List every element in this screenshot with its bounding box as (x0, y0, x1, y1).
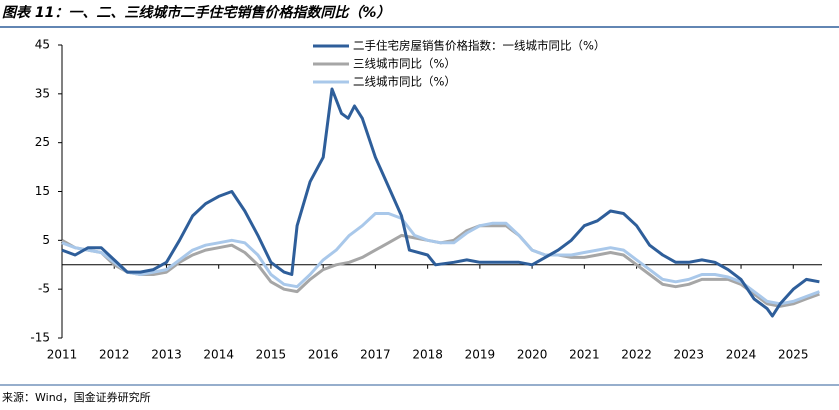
legend-label: 三线城市同比（%） (353, 57, 456, 71)
x-tick-label: 2025 (778, 348, 809, 362)
y-tick-label: 45 (35, 38, 50, 52)
x-tick-label: 2024 (726, 348, 757, 362)
legend-label: 二线城市同比（%） (353, 75, 456, 89)
series-line (61, 224, 820, 308)
x-tick-label: 2013 (151, 348, 182, 362)
x-tick-label: 2012 (99, 348, 130, 362)
source-note: 来源：Wind，国金证券研究所 (2, 390, 151, 404)
y-tick-label: 25 (35, 135, 50, 149)
x-tick-label: 2022 (621, 348, 652, 362)
x-tick-label: 2021 (569, 348, 600, 362)
y-tick-label: 5 (42, 233, 50, 247)
x-tick-label: 2019 (465, 348, 496, 362)
chart-title: 图表 11：一、二、三线城市二手住宅销售价格指数同比（%） (2, 4, 390, 21)
x-tick-label: 2015 (256, 348, 287, 362)
y-tick-label: 15 (35, 184, 50, 198)
x-tick-label: 2014 (203, 348, 234, 362)
x-tick-label: 2023 (674, 348, 705, 362)
x-tick-label: 2018 (412, 348, 443, 362)
x-tick-label: 2016 (308, 348, 339, 362)
x-tick-label: 2011 (47, 348, 78, 362)
x-tick-label: 2020 (517, 348, 548, 362)
series-line (61, 87, 820, 318)
legend-label: 二手住宅房屋销售价格指数：一线城市同比（%） (353, 39, 605, 53)
series-line (61, 212, 820, 306)
y-tick-label: -5 (38, 282, 50, 296)
y-tick-label: 35 (35, 86, 50, 100)
y-tick-label: -15 (30, 331, 50, 345)
x-tick-label: 2017 (360, 348, 391, 362)
